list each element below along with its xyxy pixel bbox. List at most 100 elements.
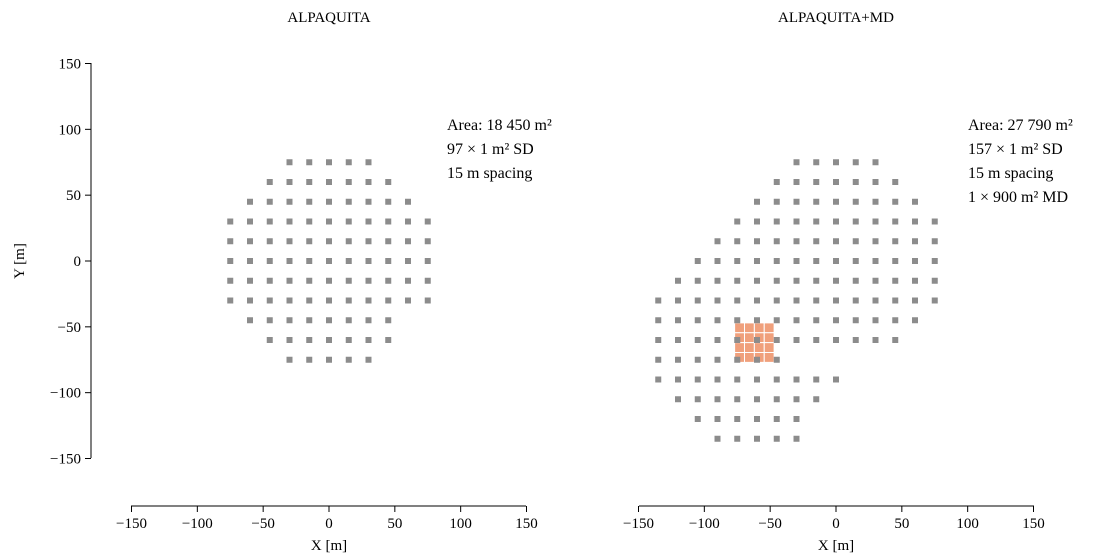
station-marker: [833, 297, 839, 304]
x-tick-label: −150: [116, 516, 147, 532]
station-marker: [286, 337, 293, 343]
y-tick-label: 150: [59, 57, 82, 73]
station-marker: [813, 258, 820, 264]
station-marker: [326, 218, 332, 225]
station-marker: [754, 277, 760, 284]
md-cell: [734, 322, 745, 334]
station-marker: [754, 238, 760, 245]
md-cell: [743, 352, 755, 363]
station-marker: [266, 337, 273, 343]
station-marker: [286, 356, 293, 363]
station-marker: [424, 277, 431, 284]
station-marker: [326, 198, 332, 205]
station-marker: [872, 159, 879, 166]
station-marker: [714, 376, 721, 383]
station-marker: [424, 258, 431, 264]
station-marker: [734, 376, 741, 383]
station-marker: [852, 159, 859, 166]
station-marker: [892, 198, 899, 205]
station-marker: [326, 317, 332, 324]
station-marker: [813, 238, 820, 245]
station-marker: [714, 297, 721, 304]
station-marker: [773, 435, 780, 442]
station-marker: [694, 258, 701, 264]
station-marker: [912, 277, 918, 284]
station-marker: [365, 179, 372, 185]
station-marker: [714, 238, 721, 245]
station-marker: [306, 277, 313, 284]
station-marker: [326, 337, 332, 343]
station-marker: [306, 258, 313, 264]
station-marker: [714, 396, 721, 403]
station-marker: [793, 159, 800, 166]
annotation-md: 1 × 900 m² MD: [968, 189, 1068, 206]
station-marker: [931, 277, 938, 284]
station-marker: [714, 317, 721, 324]
station-marker: [326, 297, 332, 304]
station-marker: [694, 277, 701, 284]
station-marker: [833, 277, 839, 284]
station-marker: [286, 179, 293, 185]
station-marker: [931, 258, 938, 264]
station-marker: [773, 198, 780, 205]
station-marker: [852, 297, 859, 304]
station-marker: [773, 337, 780, 343]
station-marker: [833, 238, 839, 245]
station-marker: [306, 159, 313, 166]
station-marker: [793, 238, 800, 245]
station-marker: [424, 218, 431, 225]
station-marker: [773, 376, 780, 383]
station-marker: [694, 297, 701, 304]
station-marker: [813, 159, 820, 166]
station-marker: [793, 297, 800, 304]
station-marker: [852, 258, 859, 264]
x-tick-label: −50: [251, 516, 274, 532]
station-marker: [892, 179, 899, 185]
station-marker: [345, 317, 352, 324]
x-tick-label: −150: [623, 516, 654, 532]
station-marker: [405, 297, 411, 304]
annotation-area: Area: 27 790 m²: [968, 117, 1073, 134]
station-marker: [892, 238, 899, 245]
station-marker: [306, 238, 313, 245]
station-marker: [852, 218, 859, 225]
station-marker: [852, 337, 859, 343]
station-marker: [813, 218, 820, 225]
station-marker: [754, 317, 760, 324]
station-marker: [852, 238, 859, 245]
station-marker: [754, 337, 760, 343]
station-marker: [793, 396, 800, 403]
station-marker: [326, 258, 332, 264]
station-marker: [872, 218, 879, 225]
station-marker: [286, 198, 293, 205]
y-tick-label: 50: [66, 188, 81, 204]
station-marker: [655, 317, 662, 324]
station-marker: [385, 258, 392, 264]
station-marker: [345, 277, 352, 284]
station-marker: [385, 179, 392, 185]
station-marker: [655, 337, 662, 343]
station-marker: [892, 277, 899, 284]
station-marker: [714, 416, 721, 422]
station-marker: [405, 258, 411, 264]
station-marker: [734, 416, 741, 422]
station-marker: [872, 198, 879, 205]
station-marker: [833, 198, 839, 205]
station-marker: [266, 297, 273, 304]
md-cell: [763, 322, 775, 334]
station-marker: [266, 198, 273, 205]
x-tick-label: −100: [689, 516, 720, 532]
station-marker: [675, 396, 681, 403]
station-marker: [892, 258, 899, 264]
station-marker: [793, 416, 800, 422]
station-marker: [931, 238, 938, 245]
station-marker: [306, 218, 313, 225]
station-marker: [754, 297, 760, 304]
station-marker: [833, 317, 839, 324]
station-marker: [405, 238, 411, 245]
station-marker: [714, 277, 721, 284]
station-marker: [852, 179, 859, 185]
y-axis-ticks: 150 100 50 0 −50 −100 −150: [50, 57, 91, 468]
station-marker: [385, 277, 392, 284]
